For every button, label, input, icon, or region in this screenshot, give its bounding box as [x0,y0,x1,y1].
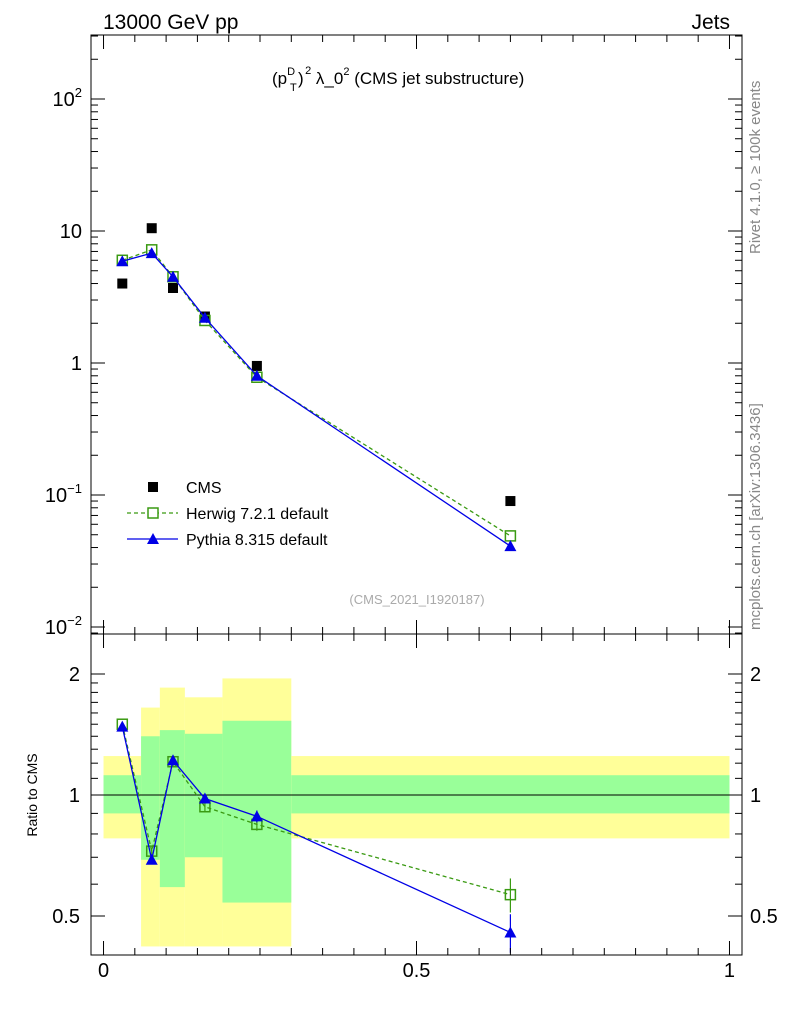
legend-marker-pythia [147,533,159,544]
ratio-axes: 0.5 0.5 1 1 2 2 0 0.5 1 [52,634,778,982]
ratio-point-1 [116,720,129,732]
main-point-2 [116,255,129,267]
legend-marker-cms [148,482,158,492]
legend-label-cms: CMS [186,480,222,497]
main-series-group [116,223,517,552]
ratio-uncertainty-bands [103,678,730,947]
main-point-2 [198,311,211,323]
title-close-paren: ) [298,69,304,88]
main-point-1 [504,530,517,542]
ytick-exponent: −1 [67,481,82,496]
ratio-point-1 [250,810,263,822]
ratio-point-0 [504,888,517,901]
title-lambda: λ_0 [311,69,343,88]
ytick-base: 10 [45,617,67,639]
rivet-version-label: Rivet 4.1.0, ≥ 100k events [747,81,764,254]
plot-title: (pD 2 λ_02 (CMS jet substructure) [272,65,524,88]
analysis-watermark: (CMS_2021_I1920187) [349,592,484,607]
main-ytick-label: 10−1 [45,481,82,507]
header-energy: 13000 GeV pp [103,11,238,34]
ytick-exponent: −2 [67,613,82,628]
main-point-2 [145,247,158,259]
main-point-2 [504,540,517,552]
legend-label-herwig: Herwig 7.2.1 default [186,506,329,523]
title-rest: (CMS jet substructure) [349,69,524,88]
ratio-series-line-0 [121,724,511,896]
legend-marker-herwig [147,507,159,519]
ratio-xtick-label: 0.5 [403,960,431,982]
main-ytick-label: 102 [53,85,82,111]
ratio-xtick-label: 0 [98,960,109,982]
ratio-point-1 [145,853,158,865]
ratio-panel: 0.5 0.5 1 1 2 2 0 0.5 1 Ratio to CMS [24,633,778,982]
main-ytick-label: 10 [60,221,82,243]
main-point-0 [251,360,262,371]
header-category: Jets [691,11,730,34]
ratio-ylabel: Ratio to CMS [24,753,40,836]
legend: CMS Herwig 7.2.1 default Pythia 8.315 de… [127,480,329,549]
ratio-ytick-label-right: 2 [750,664,761,686]
ytick-base: 10 [45,485,67,507]
main-ytick-label: 1 [71,353,82,375]
ratio-ytick-label-left: 2 [69,664,80,686]
main-point-0 [505,496,516,507]
main-series-line-2 [122,252,511,547]
ratio-series-line-1 [121,726,511,934]
main-point-0 [168,282,179,293]
main-point-2 [167,270,180,282]
mcplots-label: mcplots.cern.ch [arXiv:1306.3436] [747,403,764,630]
ratio-xtick-label: 1 [724,960,735,982]
ratio-ytick-label-right: 1 [750,785,761,807]
title-sub-t: T [290,82,297,94]
main-point-0 [146,223,157,234]
main-point-0 [117,278,128,289]
title-exp: 2 [305,65,311,77]
ratio-series-group [116,718,517,953]
title-lambda-exp: 2 [343,66,349,78]
ratio-frame [90,633,743,956]
ratio-ytick-label-left: 0.5 [52,906,80,928]
main-ytick-label: 10−2 [45,613,82,639]
ratio-band-green-1 [141,736,160,860]
main-point-2 [250,369,263,381]
title-sup-d: D [287,66,295,78]
ratio-point-1 [167,754,180,766]
ratio-band-green-2 [159,730,185,888]
title-open: (p [272,69,287,88]
main-series-line-1 [122,249,511,537]
legend-label-pythia: Pythia 8.315 default [186,532,328,549]
ytick-exponent: 2 [75,85,82,100]
ytick-base: 10 [53,89,75,111]
ratio-ytick-label-left: 1 [69,785,80,807]
ratio-point-1 [198,792,211,804]
ratio-ytick-label-right: 0.5 [750,906,778,928]
ratio-band-green-5 [291,775,730,814]
ratio-point-1 [504,926,517,938]
